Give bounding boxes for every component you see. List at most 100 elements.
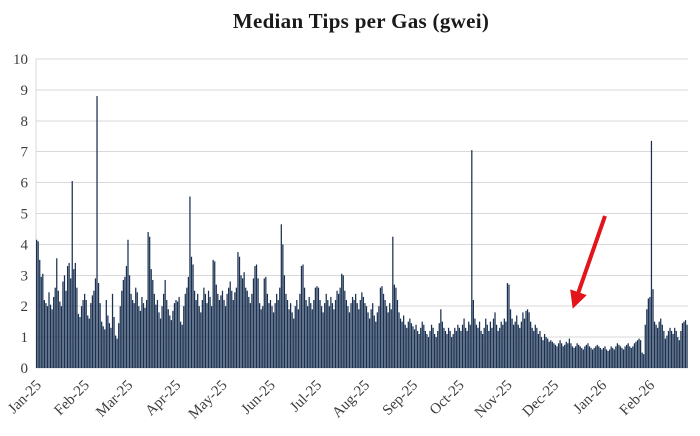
bar: [420, 327, 422, 368]
bar: [492, 318, 495, 368]
bar: [361, 292, 363, 368]
bar: [520, 321, 522, 368]
bar: [87, 315, 89, 368]
bar: [272, 312, 275, 368]
bar: [441, 321, 444, 368]
bar: [362, 296, 365, 368]
bar: [379, 287, 382, 368]
bar: [364, 303, 366, 368]
bar: [133, 303, 135, 368]
bar: [204, 293, 207, 368]
bar: [311, 309, 313, 368]
bar: [562, 346, 564, 368]
bar: [136, 292, 138, 368]
bar: [406, 327, 408, 368]
bar: [356, 303, 358, 368]
bar: [451, 337, 453, 368]
bar: [96, 96, 98, 368]
bar: [355, 293, 357, 368]
bar: [621, 347, 623, 368]
x-axis-tick-label: May-25: [186, 378, 231, 423]
bar: [51, 309, 53, 368]
y-axis-tick-label: 9: [21, 83, 29, 99]
bar: [164, 279, 166, 368]
bar: [644, 324, 646, 368]
bar: [495, 324, 498, 368]
bar: [564, 344, 566, 368]
bar: [370, 309, 372, 368]
bar: [663, 330, 665, 368]
bar: [466, 330, 468, 368]
bar: [162, 293, 165, 368]
bar: [382, 293, 385, 368]
bar: [590, 347, 592, 368]
bar: [192, 264, 194, 368]
bar: [187, 276, 190, 368]
bar: [220, 295, 222, 368]
bar: [588, 346, 591, 368]
bar: [108, 323, 111, 368]
bar: [114, 335, 117, 368]
bar: [297, 309, 299, 368]
y-axis-tick-label: 5: [21, 207, 29, 223]
bar: [367, 312, 369, 368]
bar: [534, 324, 536, 368]
bar: [66, 266, 69, 368]
bar: [468, 321, 470, 368]
bar: [262, 306, 264, 368]
y-axis-tick-label: 6: [21, 176, 29, 192]
bar: [500, 321, 502, 368]
bar: [509, 309, 512, 368]
bar: [393, 284, 395, 368]
bar: [299, 293, 301, 368]
bar: [313, 300, 315, 368]
bar: [353, 300, 355, 368]
bar: [483, 327, 485, 368]
bar: [395, 287, 397, 368]
bar: [389, 303, 391, 368]
bar: [478, 321, 481, 368]
bar: [513, 324, 515, 368]
bar: [598, 346, 600, 368]
bar: [579, 346, 581, 368]
bar: [218, 300, 220, 368]
bar: [522, 312, 524, 368]
bar: [101, 321, 103, 368]
bar: [36, 239, 38, 368]
bar: [655, 324, 657, 368]
bar: [494, 312, 496, 368]
bar: [37, 241, 39, 368]
bar: [62, 281, 64, 368]
bar: [429, 330, 431, 368]
y-axis-tick-label: 8: [21, 114, 29, 130]
bar: [384, 300, 386, 368]
bar: [285, 293, 287, 368]
bar: [166, 300, 168, 368]
bar: [324, 303, 326, 368]
bar: [526, 309, 529, 368]
bar: [613, 349, 615, 368]
bar: [508, 284, 510, 368]
x-axis-tick-label: Oct-25: [427, 378, 468, 419]
bar: [39, 259, 41, 368]
bar: [121, 290, 123, 368]
bar: [461, 324, 464, 368]
x-axis-tick-label: Feb-25: [51, 378, 92, 419]
bar: [155, 304, 157, 368]
bar: [499, 327, 501, 368]
bar: [317, 287, 320, 368]
bar: [585, 344, 588, 368]
bar: [633, 343, 636, 368]
bar: [543, 334, 546, 368]
bar: [223, 300, 225, 368]
bar: [630, 347, 632, 368]
bar: [652, 289, 654, 368]
x-axis-tick-label: Nov-25: [472, 378, 516, 422]
bar: [73, 269, 75, 368]
bar: [344, 290, 346, 368]
bar: [119, 306, 121, 368]
bar: [60, 306, 63, 368]
bar: [584, 346, 586, 368]
bar: [97, 283, 100, 368]
bar: [289, 303, 292, 368]
